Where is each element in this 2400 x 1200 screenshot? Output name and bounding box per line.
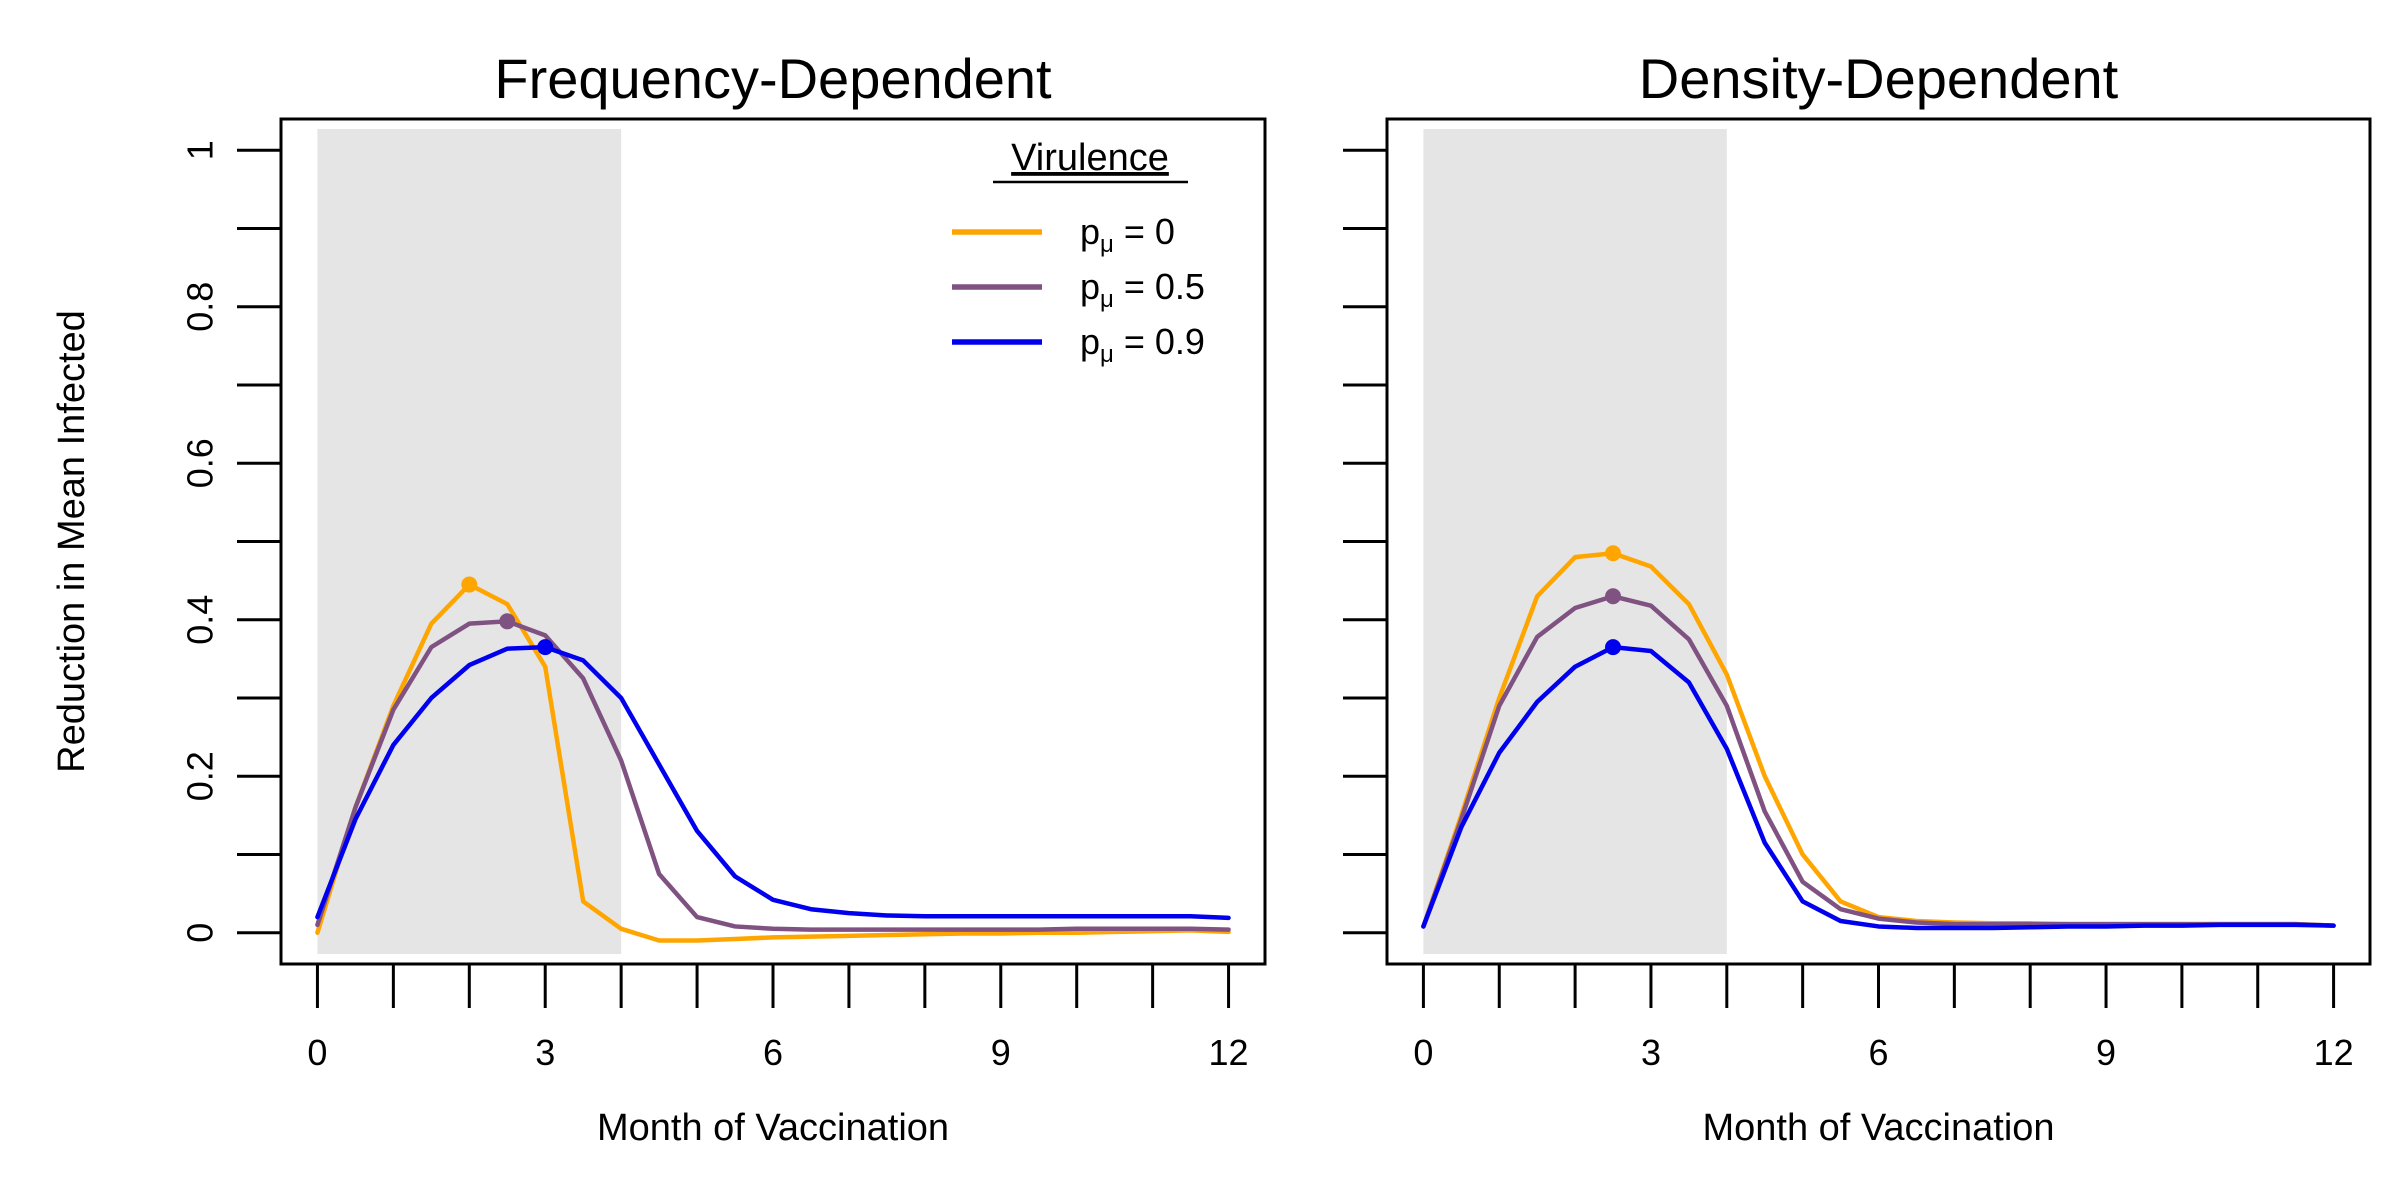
chart-title: Density-Dependent [1639,47,2119,110]
panel-1: 0 3 6 9 12 0 0.2 0.4 0.6 0.8 1 Frequency-Dependent M… [51,47,1267,1149]
x-tick-label: 6 [763,1032,783,1073]
x-tick-label: 3 [535,1032,555,1073]
series-line-3 [315,644,1231,921]
x-axis-label: Month of Vaccination [1702,1107,2054,1149]
series-line-2 [315,619,1231,932]
y-tick-label: 0 [180,923,221,943]
y-tick-label: 1 [180,140,221,160]
x-tick-label: 9 [2096,1032,2116,1073]
y-axis-label: Reduction in Mean Infected [51,310,93,773]
x-tick-label: 0 [1413,1032,1433,1073]
legend-entry-3: pμ = 0.9 [1080,321,1205,368]
peak-point-2 [1605,588,1622,605]
peak-point-3 [1605,639,1622,656]
x-tick-label: 0 [307,1032,327,1073]
series-line-3 [1421,644,2336,931]
y-tick-label: 0.2 [180,751,221,801]
x-tick-label: 6 [1868,1032,1888,1073]
legend-entry-1: pμ = 0 [1080,211,1175,258]
x-axis-label: Month of Vaccination [597,1107,949,1149]
peak-point-2 [499,613,516,630]
y-tick-label: 0.8 [180,282,221,332]
legend-title: Virulence [1011,137,1169,179]
peak-point-1 [1605,545,1622,562]
shaded-region [1423,129,1727,954]
panel-2: 0 3 6 9 12 Density-Dependent Month of Vaccinat… [1343,47,2372,1149]
y-tick-label: 0.6 [180,438,221,488]
peak-point-1 [461,576,478,593]
x-tick-label: 3 [1641,1032,1661,1073]
shaded-region [317,129,622,954]
legend-entry-2: pμ = 0.5 [1080,266,1205,313]
peak-point-3 [537,639,554,656]
x-tick-label: 9 [991,1032,1011,1073]
chart-title: Frequency-Dependent [494,47,1052,110]
x-tick-label: 12 [1209,1032,1249,1073]
legend: Virulence pμ = 0 pμ = 0.5 pμ = 0.9 [952,137,1205,368]
y-tick-label: 0.4 [180,595,221,645]
x-tick-label: 12 [2314,1032,2354,1073]
